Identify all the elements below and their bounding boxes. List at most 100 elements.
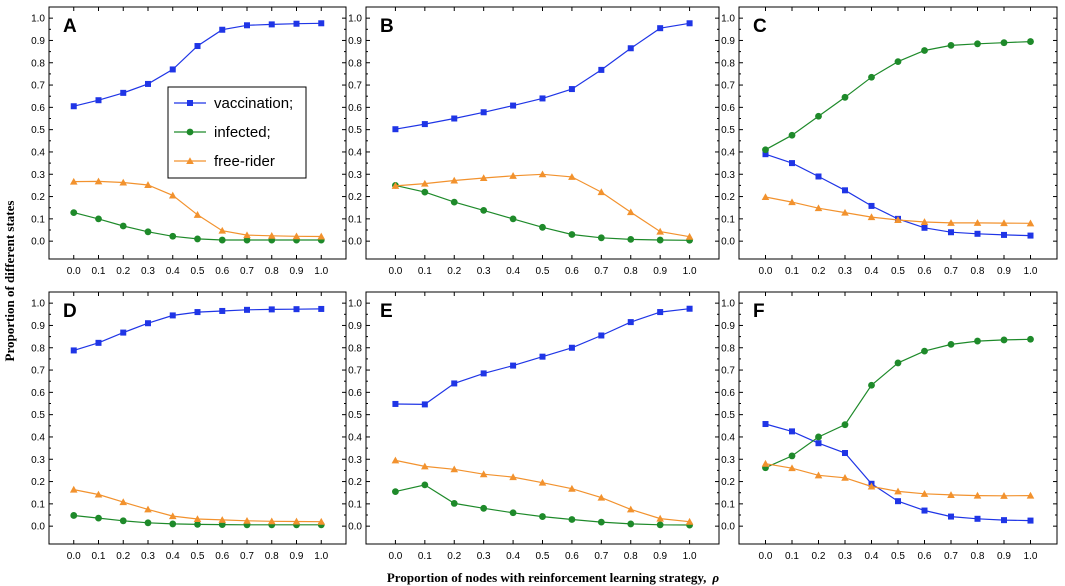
data-point-free_rider <box>1000 492 1008 499</box>
panel-f: 0.0 0.1 0.2 0.3 0.4 0.5 0.6 0.7 0.8 0.9 1.0 0.0 0.1 0… <box>721 291 1058 562</box>
x-tick-label: 0.9 <box>997 551 1011 562</box>
y-tick-label: 0.3 <box>348 170 362 181</box>
data-point-free_rider <box>267 232 276 239</box>
data-point-vaccination <box>539 353 546 360</box>
data-point-infected <box>627 235 635 243</box>
data-point-vaccination <box>480 109 487 116</box>
y-tick-label: 0.6 <box>721 103 735 114</box>
data-point-vaccination <box>510 102 517 109</box>
x-tick-label: 0.7 <box>240 266 254 277</box>
data-point-vaccination <box>598 332 605 339</box>
data-point-infected <box>1027 38 1034 45</box>
data-point-free_rider <box>119 498 128 506</box>
data-point-vaccination <box>948 513 954 520</box>
data-point-vaccination <box>244 306 250 313</box>
y-tick-label: 0.7 <box>348 366 362 377</box>
data-point-infected <box>947 41 955 49</box>
x-tick-label: 0.8 <box>971 551 985 562</box>
y-tick-label: 1.0 <box>348 299 362 310</box>
x-tick-label: 0.5 <box>536 551 550 562</box>
data-point-free_rider <box>597 188 606 196</box>
x-tick-label: 0.2 <box>812 551 826 562</box>
data-point-infected <box>974 337 981 345</box>
x-tick-label: 1.0 <box>314 551 328 562</box>
data-point-free_rider <box>973 491 982 499</box>
data-point-infected <box>119 222 127 230</box>
x-tick-label: 0.9 <box>653 266 667 277</box>
y-tick-label: 0.9 <box>348 321 362 332</box>
data-point-free_rider <box>920 218 929 225</box>
series-line-free_rider <box>73 180 322 238</box>
x-tick-label: 0.9 <box>290 266 304 277</box>
data-point-free_rider <box>168 512 177 520</box>
data-point-vaccination <box>169 66 176 73</box>
y-tick-label: 0.0 <box>348 237 362 248</box>
data-point-vaccination <box>451 380 458 387</box>
data-point-vaccination <box>1027 517 1034 524</box>
y-tick-label: 0.3 <box>31 455 45 466</box>
x-axis-title-symbol: ρ <box>711 570 719 585</box>
data-point-vaccination <box>974 515 981 522</box>
data-point-infected <box>921 47 928 54</box>
y-tick-label: 0.2 <box>348 477 362 488</box>
x-tick-label: 1.0 <box>683 266 697 277</box>
data-point-free_rider <box>947 491 955 498</box>
data-point-vaccination <box>145 320 151 327</box>
data-point-free_rider <box>656 514 664 522</box>
data-point-vaccination <box>568 344 575 351</box>
panel-label: D <box>63 301 77 322</box>
series-line-free_rider <box>395 459 690 523</box>
x-tick-label: 0.1 <box>785 266 799 277</box>
data-point-vaccination <box>480 370 487 377</box>
data-point-vaccination <box>421 121 428 128</box>
data-point-free_rider <box>685 232 694 240</box>
data-point-free_rider <box>1026 491 1035 499</box>
data-point-vaccination <box>95 97 102 104</box>
x-tick-label: 0.2 <box>116 551 130 562</box>
y-tick-label: 0.1 <box>348 499 362 510</box>
panel-a: 0.0 0.1 0.2 0.3 0.4 0.5 0.6 0.7 0.8 0.9 1.0 0.0 0.1 0… <box>31 6 347 277</box>
x-tick-label: 0.1 <box>92 551 106 562</box>
data-point-free_rider <box>947 219 955 226</box>
y-tick-label: 0.4 <box>721 432 735 443</box>
data-point-infected <box>480 504 488 512</box>
data-point-vaccination <box>120 89 127 96</box>
data-point-infected <box>788 452 796 460</box>
y-tick-label: 0.7 <box>721 366 735 377</box>
y-tick-label: 0.1 <box>31 214 45 225</box>
data-point-free_rider <box>144 181 152 188</box>
x-tick-label: 0.1 <box>92 266 106 277</box>
panels: 0.0 0.1 0.2 0.3 0.4 0.5 0.6 0.7 0.8 0.9 1.0 0.0 0.1 0… <box>31 6 1058 562</box>
panel-b: 0.0 0.1 0.2 0.3 0.4 0.5 0.6 0.7 0.8 0.9 1.0 0.0 0.1 0… <box>348 6 720 277</box>
data-point-vaccination <box>169 312 176 319</box>
data-point-vaccination <box>686 305 693 312</box>
data-point-vaccination <box>392 400 399 407</box>
data-point-infected <box>95 514 102 522</box>
data-point-free_rider <box>761 193 770 201</box>
y-tick-label: 0.0 <box>348 522 362 533</box>
y-tick-label: 0.9 <box>31 36 45 47</box>
data-point-free_rider <box>568 484 576 492</box>
data-point-infected <box>868 73 875 81</box>
data-point-free_rider <box>626 208 635 216</box>
x-tick-label: 0.2 <box>116 266 130 277</box>
panel-label: F <box>753 301 765 322</box>
y-tick-label: 0.2 <box>31 477 45 488</box>
y-tick-label: 0.0 <box>31 522 45 533</box>
x-tick-label: 0.4 <box>166 551 180 562</box>
y-tick-label: 0.0 <box>31 237 45 248</box>
data-point-free_rider <box>450 465 459 473</box>
y-tick-label: 0.4 <box>721 147 735 158</box>
data-point-vaccination <box>815 440 822 447</box>
data-point-free_rider <box>69 177 78 185</box>
x-tick-label: 0.7 <box>944 551 958 562</box>
data-point-free_rider <box>317 232 326 240</box>
data-point-free_rider <box>894 487 902 495</box>
x-tick-label: 0.6 <box>215 551 229 562</box>
data-point-vaccination <box>244 22 250 29</box>
data-point-infected <box>815 112 822 120</box>
y-tick-label: 0.5 <box>31 125 45 136</box>
data-point-free_rider <box>391 456 400 464</box>
y-tick-label: 0.2 <box>348 192 362 203</box>
x-tick-label: 0.8 <box>971 266 985 277</box>
